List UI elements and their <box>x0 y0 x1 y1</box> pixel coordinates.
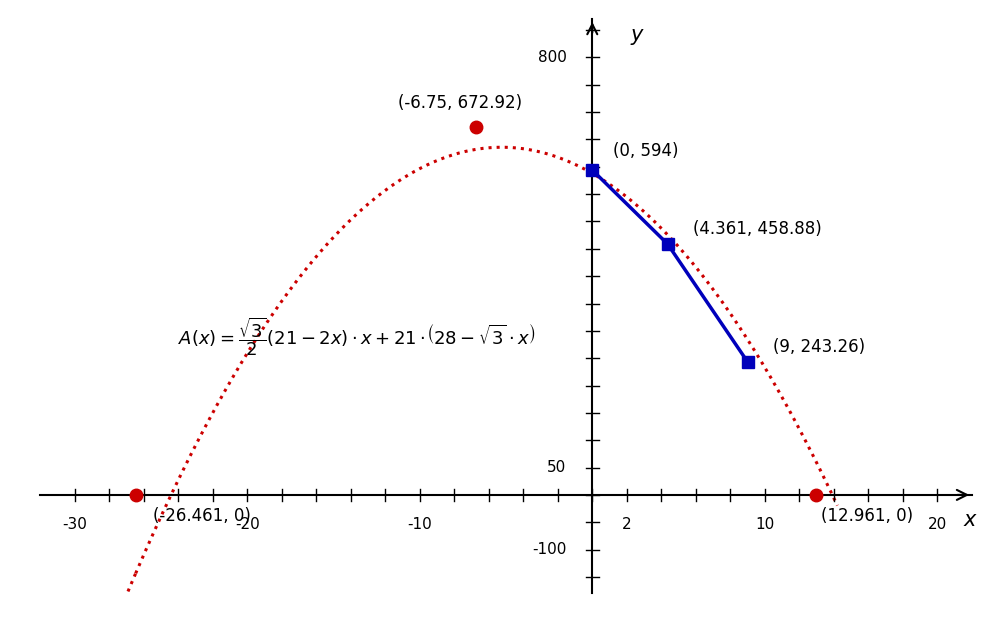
Text: (12.961, 0): (12.961, 0) <box>821 507 913 525</box>
Text: -10: -10 <box>408 517 432 533</box>
Text: (-6.75, 672.92): (-6.75, 672.92) <box>398 94 522 112</box>
Text: (4.361, 458.88): (4.361, 458.88) <box>693 221 823 239</box>
Text: x: x <box>963 510 976 530</box>
Text: 800: 800 <box>537 50 566 65</box>
Text: $A(x) = \dfrac{\sqrt{3}}{2}(21-2x)\cdot x+21\cdot\!\left(28-\sqrt{3}\cdot x\righ: $A(x) = \dfrac{\sqrt{3}}{2}(21-2x)\cdot … <box>178 315 535 358</box>
Text: -30: -30 <box>62 517 87 533</box>
Text: (0, 594): (0, 594) <box>613 142 678 160</box>
Text: 20: 20 <box>928 517 947 533</box>
Text: (9, 243.26): (9, 243.26) <box>774 338 866 357</box>
Text: 2: 2 <box>622 517 631 533</box>
Text: (-26.461, 0): (-26.461, 0) <box>153 507 250 525</box>
Text: 50: 50 <box>547 460 566 475</box>
Text: -20: -20 <box>234 517 260 533</box>
Text: y: y <box>630 25 642 45</box>
Text: -100: -100 <box>532 542 566 557</box>
Text: 10: 10 <box>756 517 775 533</box>
